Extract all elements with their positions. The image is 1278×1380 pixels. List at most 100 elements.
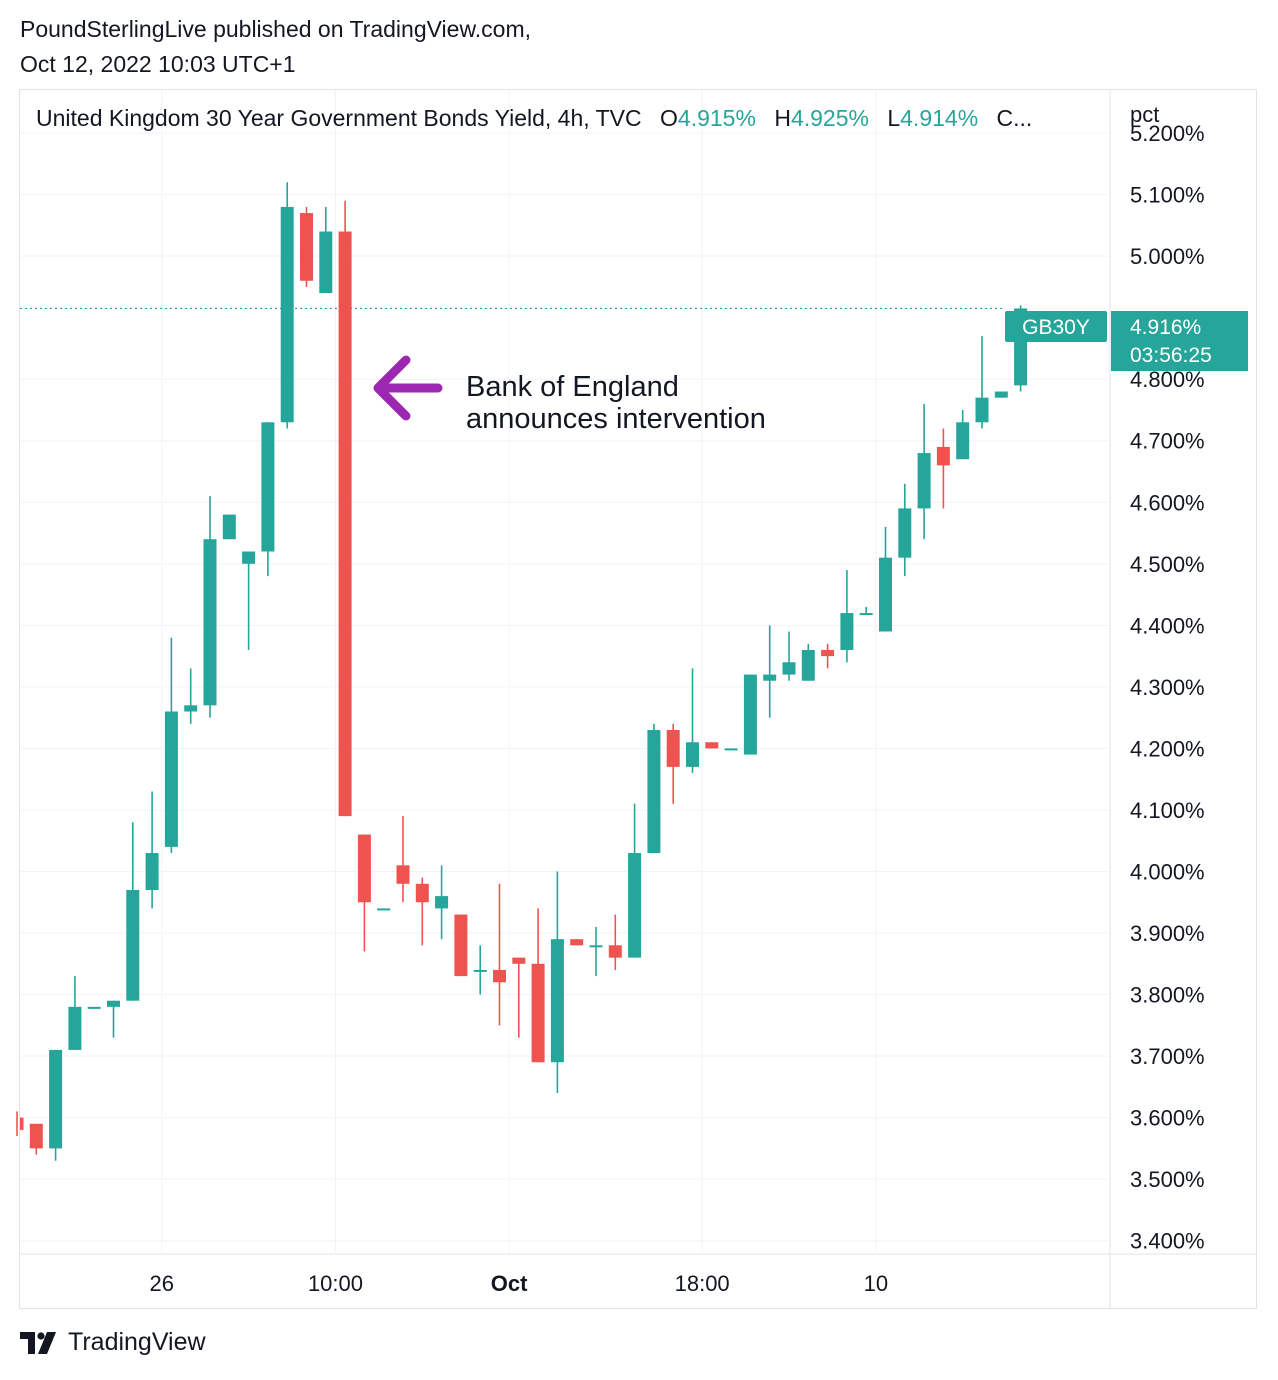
candle-up[interactable]: [975, 336, 989, 429]
candle-down[interactable]: [512, 957, 526, 1038]
candle-down[interactable]: [705, 742, 719, 749]
candle-down[interactable]: [821, 643, 835, 669]
candle-body: [763, 674, 777, 681]
price-tick-label: 4.200%: [1130, 736, 1205, 761]
annotation-line-1: Bank of England: [466, 371, 679, 403]
last-price-value: 4.916%: [1130, 316, 1201, 339]
grid-lines: [20, 90, 1109, 1253]
candle-up[interactable]: [473, 945, 487, 995]
candle-up[interactable]: [222, 514, 236, 540]
price-tick-label: 4.600%: [1130, 490, 1205, 515]
candle-down[interactable]: [454, 914, 468, 977]
candle-down[interactable]: [415, 877, 429, 946]
legend-open-label: O: [660, 105, 678, 131]
candle-body: [743, 674, 757, 755]
candle-down[interactable]: [357, 834, 371, 952]
candle-body: [261, 422, 275, 552]
chart-legend: United Kingdom 30 Year Government Bonds …: [36, 105, 1106, 132]
legend-low-label: L: [887, 105, 901, 131]
candle-body: [666, 729, 680, 767]
candle-up[interactable]: [49, 1049, 63, 1161]
candle-up[interactable]: [628, 803, 642, 958]
candle-body: [396, 865, 410, 884]
last-price-label-box: [1111, 311, 1248, 371]
candle-up[interactable]: [435, 865, 449, 940]
price-tick-label: 4.100%: [1130, 798, 1205, 823]
candle-body: [821, 649, 835, 657]
candle-body: [415, 883, 429, 903]
candle-up[interactable]: [859, 606, 873, 616]
price-tick-label: 3.700%: [1130, 1044, 1205, 1069]
candle-up[interactable]: [994, 391, 1008, 398]
candle-body: [550, 939, 564, 1063]
candle-body: [647, 729, 661, 854]
candle-up[interactable]: [164, 637, 178, 854]
candle-body: [319, 231, 333, 294]
candle-up[interactable]: [68, 976, 82, 1050]
candle-body: [222, 514, 236, 540]
time-tick-label: 10:00: [308, 1271, 363, 1296]
candle-down[interactable]: [300, 206, 313, 287]
candle-down[interactable]: [29, 1123, 43, 1155]
candle-body: [840, 613, 854, 650]
candle-up[interactable]: [898, 483, 912, 577]
candle-down[interactable]: [666, 723, 680, 804]
candle-down[interactable]: [493, 883, 506, 1026]
candle-up[interactable]: [87, 1006, 101, 1009]
candle-up[interactable]: [647, 723, 661, 854]
candle-up[interactable]: [879, 526, 892, 632]
candle-up[interactable]: [145, 791, 159, 909]
last-price-marker: GB30Y 4.916% 03:56:25: [1005, 311, 1248, 371]
candle-up[interactable]: [550, 871, 564, 1094]
candle-up[interactable]: [743, 674, 757, 755]
time-tick-label: 18:00: [675, 1271, 730, 1296]
price-tick-label: 5.000%: [1130, 244, 1205, 269]
candle-up[interactable]: [782, 631, 796, 681]
candle-up[interactable]: [319, 206, 333, 294]
candle-up[interactable]: [956, 409, 970, 460]
candle-series: [16, 182, 1028, 1161]
legend-title: United Kingdom 30 Year Government Bonds …: [36, 105, 642, 131]
candle-body: [608, 945, 622, 958]
candle-body: [994, 391, 1008, 398]
candle-body: [145, 853, 159, 890]
candle-up[interactable]: [589, 926, 603, 977]
candle-up[interactable]: [840, 569, 854, 663]
candle-body: [898, 508, 912, 558]
candle-down[interactable]: [608, 914, 622, 970]
candle-body: [454, 914, 468, 977]
candle-body: [859, 613, 873, 616]
candle-body: [628, 853, 642, 958]
price-tick-label: 3.600%: [1130, 1106, 1205, 1131]
candle-up[interactable]: [203, 496, 217, 718]
tradingview-logo[interactable]: TradingView: [20, 1328, 206, 1357]
publish-timestamp: Oct 12, 2022 10:03 UTC+1: [20, 51, 296, 77]
candle-body: [20, 1117, 24, 1130]
candle-down[interactable]: [396, 816, 410, 903]
candle-up[interactable]: [801, 643, 815, 681]
candle-up[interactable]: [242, 551, 256, 650]
candle-up[interactable]: [763, 625, 777, 718]
price-tick-label: 4.500%: [1130, 552, 1205, 577]
candle-up[interactable]: [377, 908, 391, 911]
candle-down[interactable]: [936, 428, 950, 509]
price-tick-label: 4.000%: [1130, 859, 1205, 884]
candle-down[interactable]: [531, 908, 545, 1063]
price-tick-label: 4.300%: [1130, 675, 1205, 700]
candle-down[interactable]: [338, 200, 352, 817]
axes: pct 5.200% 5.100% 5.000% 4.800% 4.700% 4.600%…: [20, 90, 1257, 1308]
candle-up[interactable]: [184, 668, 198, 724]
candle-up[interactable]: [724, 748, 738, 751]
candle-up[interactable]: [686, 668, 699, 774]
candle-up[interactable]: [261, 422, 275, 577]
candle-down[interactable]: [16, 1111, 24, 1137]
time-tick-label: Oct: [491, 1271, 528, 1296]
candle-up[interactable]: [280, 182, 294, 429]
candle-up[interactable]: [917, 403, 931, 540]
candle-down[interactable]: [570, 939, 584, 946]
candle-body: [512, 957, 526, 964]
candle-up[interactable]: [126, 822, 140, 1001]
candle-up[interactable]: [107, 1000, 120, 1038]
price-tick-label: 4.400%: [1130, 613, 1205, 638]
